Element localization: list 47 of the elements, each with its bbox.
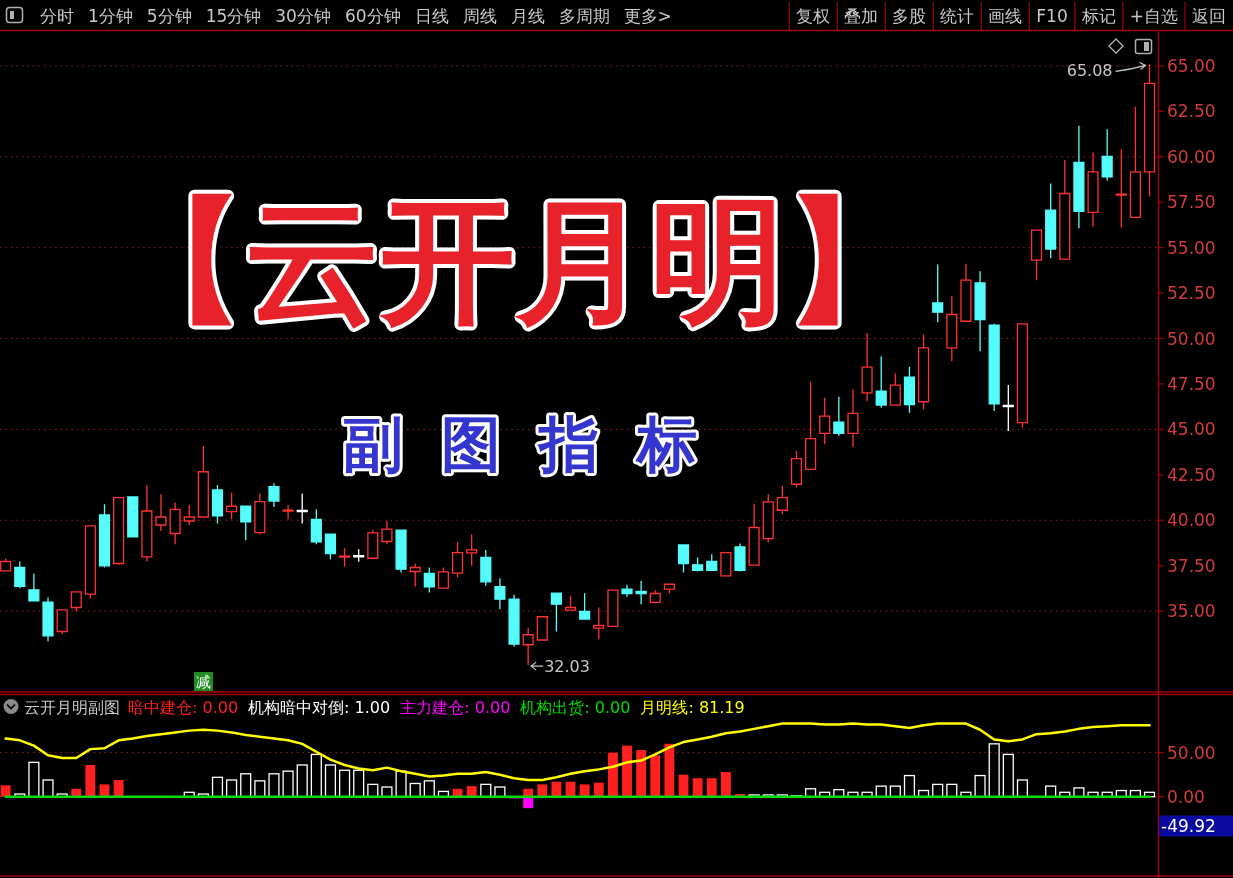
series-label: 月明线: 81.19 bbox=[640, 697, 745, 717]
text: 30分钟 bbox=[275, 6, 331, 26]
text: 标记 bbox=[1080, 6, 1116, 26]
text: 机构暗中对倒: 1.00 bbox=[248, 697, 391, 717]
text: 返回 bbox=[1192, 6, 1226, 26]
text: 15分钟 bbox=[205, 6, 262, 26]
y-tick-label: 55.00 bbox=[1167, 237, 1216, 258]
text: 分时 bbox=[40, 6, 74, 26]
text: 多股 bbox=[892, 6, 927, 26]
text: 月线 bbox=[510, 6, 545, 26]
text: 5分钟 bbox=[146, 6, 192, 26]
y-tick-label: 45.00 bbox=[1167, 419, 1216, 440]
y-tick-label: 40.00 bbox=[1167, 510, 1216, 531]
text: 更多> bbox=[623, 6, 672, 26]
y-tick-label: 47.50 bbox=[1167, 373, 1216, 394]
y-tick-label: 37.50 bbox=[1167, 555, 1216, 576]
y-tick-label: 62.50 bbox=[1167, 101, 1216, 122]
text: 机构出货: 0.00 bbox=[520, 697, 631, 717]
text: 画线 bbox=[988, 6, 1023, 26]
y-tick-label: 60.00 bbox=[1167, 146, 1216, 167]
y-tick-label: 0.00 bbox=[1167, 786, 1205, 807]
y-tick-label: 52.50 bbox=[1167, 283, 1216, 304]
text: 1分钟 bbox=[88, 6, 133, 26]
text: 多周期 bbox=[558, 6, 610, 26]
annotation: 减 bbox=[196, 673, 211, 691]
y-tick-label: 65.00 bbox=[1167, 55, 1216, 76]
annotation: 65.08 bbox=[1066, 61, 1113, 81]
y-tick-label: 50.00 bbox=[1167, 742, 1216, 763]
y-tick-label: 42.50 bbox=[1167, 464, 1216, 485]
chart-title: 云开月明副图 bbox=[24, 697, 120, 717]
text: -49.92 bbox=[1161, 815, 1216, 836]
text: 60分钟 bbox=[344, 6, 401, 26]
text: 副图指标 bbox=[343, 409, 735, 479]
text: 周线 bbox=[462, 6, 497, 26]
text: 暗中建仓: 0.00 bbox=[128, 697, 239, 717]
text: 【云开月明】 bbox=[110, 181, 920, 340]
text: 复权 bbox=[796, 6, 831, 26]
text: +自选 bbox=[1129, 6, 1178, 26]
annotation: 32.03 bbox=[544, 657, 590, 677]
text: 统计 bbox=[940, 6, 975, 26]
text: F10 bbox=[1036, 6, 1068, 26]
text: 主力建仓: 0.00 bbox=[400, 697, 511, 717]
text: 叠加 bbox=[844, 6, 879, 26]
y-tick-label: 50.00 bbox=[1167, 328, 1216, 349]
y-tick-label: 57.50 bbox=[1167, 192, 1216, 213]
text: 日线 bbox=[414, 6, 449, 26]
y-tick-label: 35.00 bbox=[1167, 601, 1216, 622]
